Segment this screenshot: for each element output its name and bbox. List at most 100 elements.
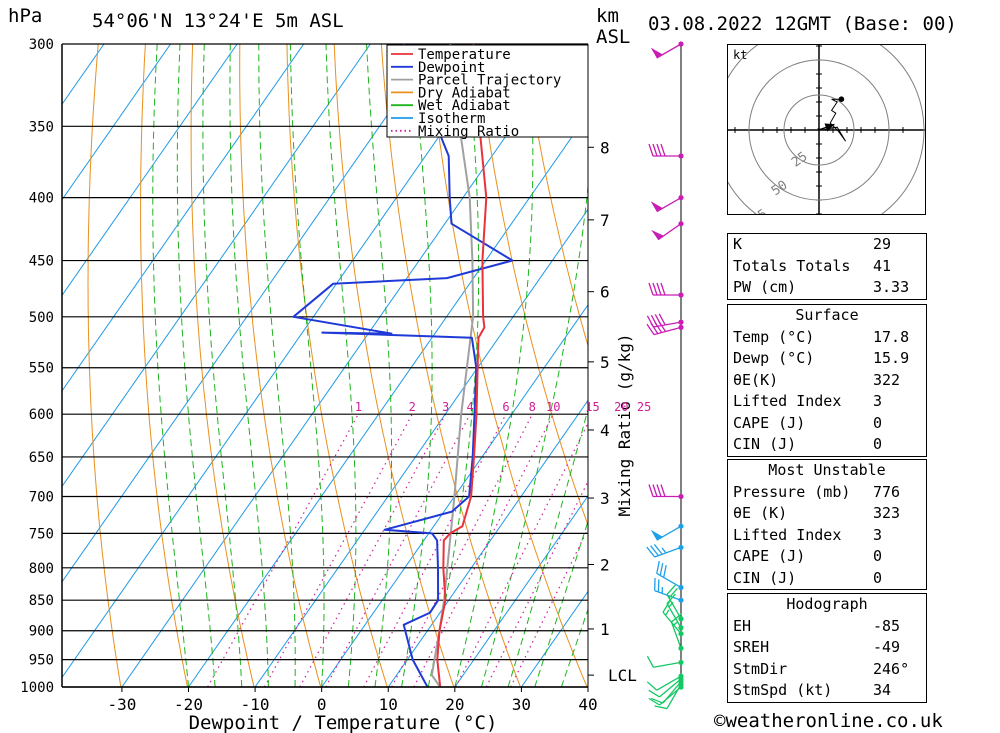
- legend-label-wet-adiabat: Wet Adiabat: [418, 98, 511, 114]
- mu-cin-label: CIN (J): [733, 568, 797, 587]
- wind-barbs: [646, 41, 684, 710]
- wet-adiabat-line: [507, 407, 588, 687]
- surface-cin-value: 0: [873, 435, 883, 453]
- wind-barb-staff: [656, 675, 682, 691]
- pressure-tick-label: 750: [29, 526, 54, 542]
- hodograph: 25 50 75 kt: [713, 24, 926, 236]
- wet-adiabat-line: [534, 519, 588, 687]
- mixing-ratio-axis-title: Mixing Ratio (g/kg): [615, 333, 634, 516]
- wind-barb-dot: [678, 625, 684, 631]
- wind-barb-half-feather: [668, 601, 674, 608]
- wet-adiabat-line: [325, 44, 357, 687]
- pressure-tick-label: 700: [29, 490, 54, 506]
- isotherm-line: [62, 44, 238, 297]
- wind-barb-feather: [648, 282, 654, 296]
- wind-barb-feather: [659, 562, 664, 576]
- wet-adiabat-line: [229, 44, 269, 687]
- isotherm-line: [62, 44, 504, 679]
- mu-li-value: 3: [873, 525, 883, 544]
- mu-li-label: Lifted Index: [733, 525, 842, 544]
- surface-dewp-value: 15.9: [873, 349, 910, 367]
- pressure-tick-label: 350: [29, 119, 54, 135]
- wind-barb-dot: [678, 584, 684, 591]
- surface-temp-row: Temp (°C) 17.8: [728, 327, 926, 349]
- km-tick-label: 1: [600, 620, 610, 639]
- hodograph-plot: 25 50 75 kt: [713, 24, 925, 236]
- totals-totals-value: 41: [873, 256, 892, 275]
- mu-pressure-row: Pressure (mb) 776: [728, 482, 926, 504]
- wind-barb-feather: [656, 484, 662, 497]
- wet-adiabat-line: [366, 44, 393, 687]
- hodograph-table: Hodograph EH -85 SREH -49 StmDir 246° St…: [727, 593, 927, 703]
- legend-box: [386, 44, 589, 138]
- hodograph-ring-label: 50: [769, 178, 790, 199]
- k-index-row: K 29: [728, 234, 926, 256]
- pressure-tick-label: 650: [29, 450, 54, 466]
- pressure-tick-label: 950: [29, 653, 54, 669]
- wind-barb-staff: [656, 43, 682, 59]
- mixing-ratio-label: 1: [355, 400, 362, 414]
- profile-lines: [292, 44, 514, 687]
- isotherm-line: [321, 304, 588, 687]
- mixing-ratio-label: 8: [529, 400, 536, 414]
- wind-barb-feather: [662, 601, 671, 613]
- surface-dewp-row: Dewp (°C) 15.9: [728, 348, 926, 370]
- stmspd-value: 34: [873, 681, 892, 699]
- mu-cin-value: 0: [873, 568, 883, 587]
- surface-cape-row: CAPE (J) 0: [728, 413, 926, 435]
- wind-barb-pennant: [651, 229, 664, 240]
- wet-adiabat-line: [258, 44, 296, 687]
- wind-barb-feather: [650, 545, 659, 557]
- hodograph-ring: [783, 94, 855, 166]
- pressure-tick-label: 300: [29, 37, 54, 53]
- mu-pressure-label: Pressure (mb): [733, 482, 851, 501]
- temp-tick-label: -10: [241, 695, 270, 714]
- mixing-ratio-label: 20: [614, 400, 628, 414]
- wind-barb-feather: [671, 613, 682, 623]
- wind-barb-staff: [656, 197, 682, 213]
- mixing-ratio-label: 6: [502, 400, 509, 414]
- dry-adiabat-line: [87, 44, 122, 687]
- legend-label-dewpoint: Dewpoint: [418, 60, 485, 76]
- temp-tick-label: -30: [107, 695, 136, 714]
- temp-tick-label: 20: [445, 695, 464, 714]
- stmdir-value: 246°: [873, 659, 910, 678]
- hodograph-ring-label: 25: [789, 149, 810, 170]
- isotherm-line: [62, 44, 171, 201]
- plot-frame: [61, 44, 589, 688]
- wind-barb-feather: [646, 655, 654, 668]
- source-credit: ©weatheronline.co.uk: [714, 710, 943, 732]
- isotherm-line: [62, 44, 305, 392]
- eh-label: EH: [733, 616, 752, 635]
- wind-barb-pennant: [650, 529, 663, 541]
- pressure-tick-label: 900: [29, 624, 54, 640]
- eh-row: EH -85: [728, 616, 926, 638]
- pw-row: PW (cm) 3.33: [728, 277, 926, 299]
- x-axis-title: Dewpoint / Temperature (°C): [189, 712, 498, 733]
- km-tick-label: 4: [600, 421, 610, 440]
- wind-barb-feather: [660, 484, 666, 497]
- wind-barb-feather: [648, 143, 654, 157]
- dry-adiabat-line: [190, 44, 255, 687]
- mixing-ratio-line: [325, 413, 471, 687]
- surface-li-row: Lifted Index 3: [728, 391, 926, 413]
- k-index-value: 29: [873, 235, 892, 253]
- isotherm-line: [62, 44, 371, 488]
- isotherm-line: [454, 495, 588, 687]
- isotherm-line: [254, 208, 588, 687]
- km-tick-label: 6: [600, 283, 610, 302]
- isotherm-line: [188, 112, 588, 687]
- wind-barb-feather: [663, 564, 667, 578]
- wind-barb-half-feather: [661, 547, 667, 554]
- dry-adiabat-line: [948, 44, 1000, 687]
- dry-adiabat-line: [140, 44, 188, 687]
- mu-theta-label: θE (K): [733, 504, 788, 522]
- pressure-tick-label: 1000: [20, 680, 54, 696]
- wind-barb-feather: [658, 320, 667, 332]
- wind-barb-feather: [646, 546, 656, 558]
- wind-barb-dot: [678, 597, 684, 603]
- wind-barb-pennant: [650, 201, 663, 212]
- surface-theta-label: θE(K): [733, 370, 779, 389]
- km-tick-label: 7: [600, 211, 610, 230]
